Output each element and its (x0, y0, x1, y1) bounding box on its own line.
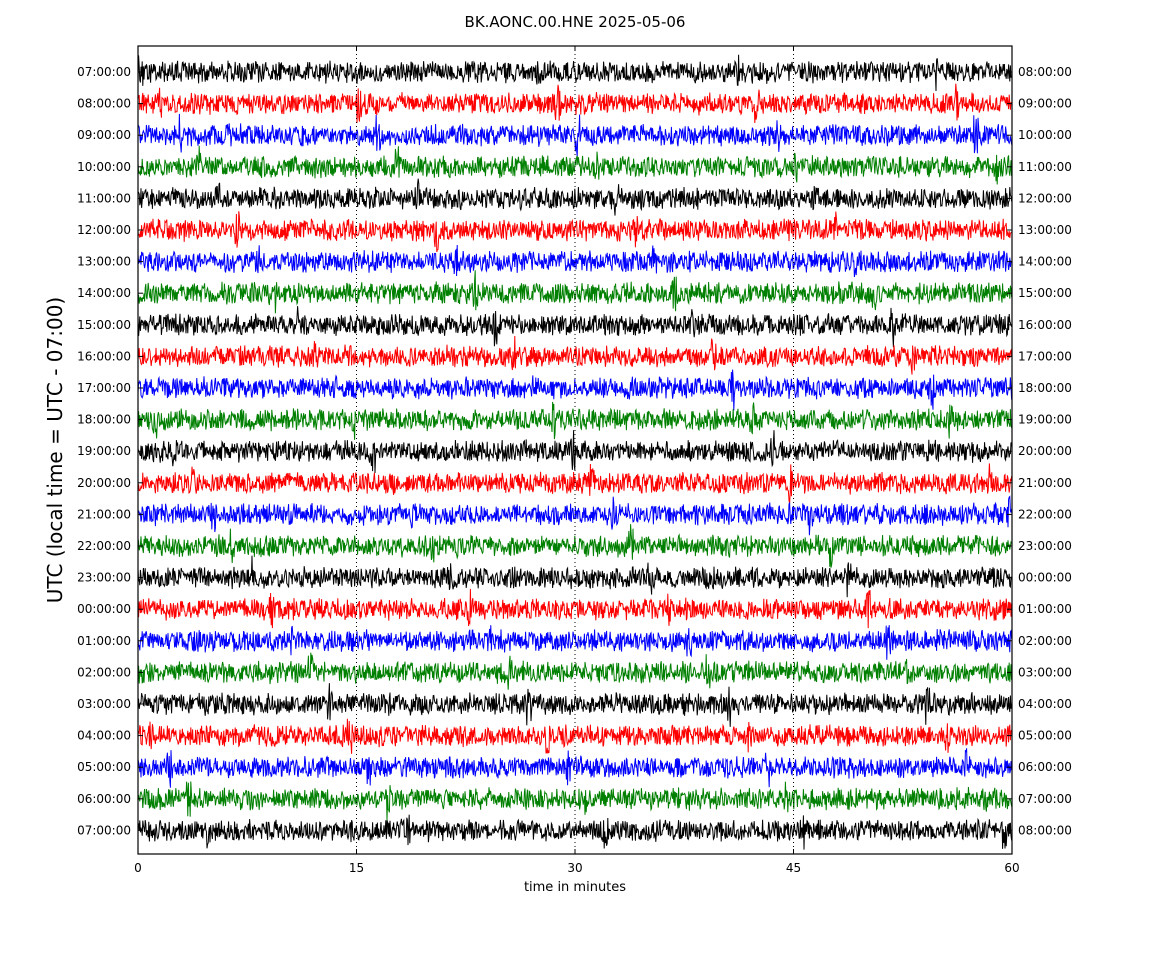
left-tick-label-14: 21:00:00 (77, 507, 131, 521)
right-tick-label-13: 21:00:00 (1018, 476, 1072, 490)
left-tick-label-17: 00:00:00 (77, 602, 131, 616)
left-tick-label-2: 09:00:00 (77, 128, 131, 142)
left-tick-label-22: 05:00:00 (77, 760, 131, 774)
left-tick-label-19: 02:00:00 (77, 665, 131, 679)
trace-line-1 (138, 83, 1012, 124)
left-tick-label-21: 04:00:00 (77, 729, 131, 743)
left-tick-label-20: 03:00:00 (77, 697, 131, 711)
left-tick-label-23: 06:00:00 (77, 792, 131, 806)
right-tick-label-20: 04:00:00 (1018, 697, 1072, 711)
left-tick-label-7: 14:00:00 (77, 286, 131, 300)
right-tick-label-14: 22:00:00 (1018, 507, 1072, 521)
trace-line-16 (138, 555, 1012, 598)
x-tick-label-4: 60 (1004, 861, 1019, 875)
right-tick-label-3: 11:00:00 (1018, 160, 1072, 174)
left-tick-label-0: 07:00:00 (77, 65, 131, 79)
left-tick-label-15: 22:00:00 (77, 539, 131, 553)
trace-line-4 (138, 178, 1012, 216)
trace-line-24 (138, 814, 1012, 850)
right-tick-label-19: 03:00:00 (1018, 665, 1072, 679)
right-tick-label-1: 09:00:00 (1018, 97, 1072, 111)
x-axis-label: time in minutes (524, 880, 626, 895)
left-tick-label-10: 17:00:00 (77, 381, 131, 395)
x-axis-ticks: 0 15 30 45 60 (134, 46, 1020, 875)
trace-line-5 (138, 211, 1012, 253)
trace-line-19 (138, 652, 1012, 690)
left-tick-label-1: 08:00:00 (77, 97, 131, 111)
left-tick-label-9: 16:00:00 (77, 349, 131, 363)
x-tick-label-2: 30 (567, 861, 582, 875)
left-tick-label-4: 11:00:00 (77, 191, 131, 205)
right-tick-label-23: 07:00:00 (1018, 792, 1072, 806)
right-tick-label-9: 17:00:00 (1018, 349, 1072, 363)
right-tick-label-0: 08:00:00 (1018, 65, 1072, 79)
chart-title: BK.AONC.00.HNE 2025-05-06 (465, 13, 686, 31)
right-tick-label-18: 02:00:00 (1018, 634, 1072, 648)
left-tick-label-13: 20:00:00 (77, 476, 131, 490)
left-tick-label-8: 15:00:00 (77, 318, 131, 332)
right-tick-label-2: 10:00:00 (1018, 128, 1072, 142)
trace-line-6 (138, 244, 1012, 278)
right-tick-label-11: 19:00:00 (1018, 413, 1072, 427)
right-tick-label-8: 16:00:00 (1018, 318, 1072, 332)
right-tick-label-10: 18:00:00 (1018, 381, 1072, 395)
trace-line-7 (138, 270, 1012, 314)
left-axis-ticks: 07:00:00 08:00:00 09:00:00 10:00:00 11:00:00… (77, 65, 143, 837)
trace-line-9 (138, 335, 1012, 375)
left-tick-label-18: 01:00:00 (77, 634, 131, 648)
left-tick-label-12: 19:00:00 (77, 444, 131, 458)
left-tick-label-16: 23:00:00 (77, 571, 131, 585)
left-tick-label-6: 13:00:00 (77, 255, 131, 269)
trace-line-2 (138, 113, 1012, 157)
right-tick-label-16: 00:00:00 (1018, 571, 1072, 585)
trace-line-10 (138, 369, 1012, 411)
x-tick-label-3: 45 (786, 861, 801, 875)
trace-line-20 (138, 683, 1012, 727)
trace-line-18 (138, 625, 1012, 660)
right-axis-ticks: 08:00:00 09:00:00 10:00:00 11:00:00 12:00:00… (1007, 65, 1072, 837)
y-axis-label: UTC (local time = UTC - 07:00) (43, 297, 67, 603)
right-tick-label-22: 06:00:00 (1018, 760, 1072, 774)
trace-line-21 (138, 718, 1012, 754)
trace-line-17 (138, 588, 1012, 629)
right-tick-label-12: 20:00:00 (1018, 444, 1072, 458)
right-tick-label-21: 05:00:00 (1018, 729, 1072, 743)
right-tick-label-6: 14:00:00 (1018, 255, 1072, 269)
x-tick-label-0: 0 (134, 861, 142, 875)
left-tick-label-3: 10:00:00 (77, 160, 131, 174)
trace-line-13 (138, 463, 1012, 504)
right-tick-label-15: 23:00:00 (1018, 539, 1072, 553)
right-tick-label-24: 08:00:00 (1018, 823, 1072, 837)
trace-line-3 (138, 145, 1012, 185)
trace-line-15 (138, 524, 1012, 568)
left-tick-label-11: 18:00:00 (77, 413, 131, 427)
grid-lines (356, 46, 794, 854)
left-tick-label-24: 07:00:00 (77, 823, 131, 837)
right-tick-label-7: 15:00:00 (1018, 286, 1072, 300)
right-tick-label-5: 13:00:00 (1018, 223, 1072, 237)
trace-line-22 (138, 748, 1012, 788)
trace-line-0 (138, 54, 1012, 92)
right-tick-label-4: 12:00:00 (1018, 191, 1072, 205)
right-tick-label-17: 01:00:00 (1018, 602, 1072, 616)
x-tick-label-1: 15 (349, 861, 364, 875)
left-tick-label-5: 12:00:00 (77, 223, 131, 237)
